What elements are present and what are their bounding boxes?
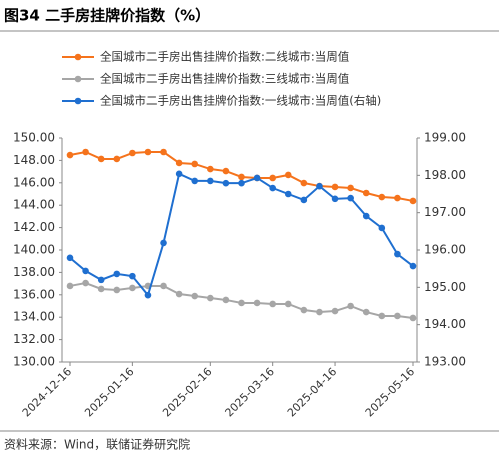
point bbox=[97, 285, 105, 293]
point bbox=[191, 177, 199, 185]
legend-label: 全国城市二手房出售挂牌价指数:一线城市:当周值(右轴) bbox=[100, 94, 381, 108]
point bbox=[175, 170, 183, 178]
y2-tick-label: 199.00 bbox=[424, 131, 466, 145]
point bbox=[362, 189, 370, 197]
point bbox=[284, 171, 292, 179]
point bbox=[160, 148, 167, 156]
point bbox=[347, 302, 354, 310]
point bbox=[207, 294, 214, 302]
point bbox=[129, 272, 136, 280]
point bbox=[175, 159, 183, 167]
point bbox=[82, 279, 89, 287]
y-tick-label: 136.00 bbox=[13, 287, 55, 301]
legend-label: 全国城市二手房出售挂牌价指数:二线城市:当周值 bbox=[100, 50, 350, 64]
point bbox=[144, 291, 152, 299]
point bbox=[316, 182, 323, 190]
point bbox=[113, 155, 121, 163]
point bbox=[409, 197, 417, 205]
y2-tick-label: 198.00 bbox=[424, 168, 466, 182]
point bbox=[300, 306, 308, 314]
point bbox=[316, 308, 323, 316]
point bbox=[284, 190, 292, 198]
point bbox=[394, 250, 401, 258]
chart-title: 图34 二手房挂牌价指数（%） bbox=[4, 7, 210, 25]
y-tick-label: 150.00 bbox=[13, 131, 55, 145]
point bbox=[160, 282, 167, 290]
point bbox=[331, 183, 339, 191]
point bbox=[97, 276, 105, 284]
y2-tick-label: 196.00 bbox=[424, 243, 466, 257]
point bbox=[207, 165, 214, 173]
point bbox=[222, 179, 230, 187]
x-tick-label: 2025-05-16 bbox=[363, 365, 417, 419]
y-tick-label: 134.00 bbox=[13, 310, 55, 324]
y-tick-label: 148.00 bbox=[13, 153, 55, 167]
point bbox=[269, 174, 276, 182]
y-tick-label: 146.00 bbox=[13, 175, 55, 189]
x-tick-label: 2024-12-16 bbox=[20, 365, 74, 419]
point bbox=[347, 184, 354, 192]
point bbox=[378, 224, 386, 232]
point bbox=[394, 194, 401, 202]
y-tick-label: 142.00 bbox=[13, 220, 55, 234]
point bbox=[269, 184, 276, 192]
point bbox=[66, 151, 74, 159]
point bbox=[144, 148, 152, 156]
legend-marker bbox=[74, 97, 82, 105]
point bbox=[238, 179, 245, 187]
point bbox=[222, 296, 230, 304]
y2-tick-label: 194.00 bbox=[424, 317, 466, 331]
point bbox=[191, 160, 199, 168]
point bbox=[362, 212, 370, 220]
point bbox=[378, 312, 386, 320]
x-tick-label: 2025-03-16 bbox=[223, 365, 277, 419]
source: 资料来源：Wind，联储证券研究院 bbox=[4, 437, 190, 452]
point bbox=[284, 300, 292, 308]
point bbox=[238, 173, 245, 181]
point bbox=[175, 290, 183, 298]
point bbox=[66, 254, 74, 262]
legend-marker bbox=[74, 75, 82, 83]
point bbox=[113, 286, 121, 294]
point bbox=[409, 314, 417, 322]
point bbox=[222, 167, 230, 175]
point bbox=[66, 282, 74, 290]
y-tick-label: 130.00 bbox=[13, 355, 55, 369]
point bbox=[378, 193, 386, 201]
point bbox=[409, 262, 417, 270]
x-tick-label: 2025-01-16 bbox=[82, 365, 136, 419]
y-tick-label: 132.00 bbox=[13, 332, 55, 346]
y2-tick-label: 197.00 bbox=[424, 205, 466, 219]
point bbox=[207, 177, 214, 185]
point bbox=[191, 292, 199, 300]
y2-tick-label: 195.00 bbox=[424, 280, 466, 294]
point bbox=[82, 267, 89, 275]
point bbox=[300, 196, 308, 204]
legend-label: 全国城市二手房出售挂牌价指数:三线城市:当周值 bbox=[100, 72, 350, 86]
point bbox=[113, 270, 121, 278]
y-tick-label: 144.00 bbox=[13, 198, 55, 212]
y2-tick-label: 193.00 bbox=[424, 355, 466, 369]
point bbox=[129, 149, 136, 157]
point bbox=[97, 155, 105, 163]
point bbox=[238, 299, 245, 307]
x-tick-label: 2025-04-16 bbox=[285, 365, 339, 419]
y-tick-label: 138.00 bbox=[13, 265, 55, 279]
point bbox=[300, 179, 308, 187]
point bbox=[347, 194, 354, 202]
point bbox=[82, 148, 89, 156]
point bbox=[331, 195, 339, 203]
point bbox=[160, 239, 167, 247]
legend-marker bbox=[74, 53, 82, 61]
point bbox=[269, 300, 276, 308]
point bbox=[394, 312, 401, 320]
point bbox=[253, 299, 261, 307]
point bbox=[331, 307, 339, 315]
point bbox=[253, 174, 261, 182]
point bbox=[129, 284, 136, 292]
y-tick-label: 140.00 bbox=[13, 243, 55, 257]
x-tick-label: 2025-02-16 bbox=[160, 365, 214, 419]
point bbox=[362, 308, 370, 316]
